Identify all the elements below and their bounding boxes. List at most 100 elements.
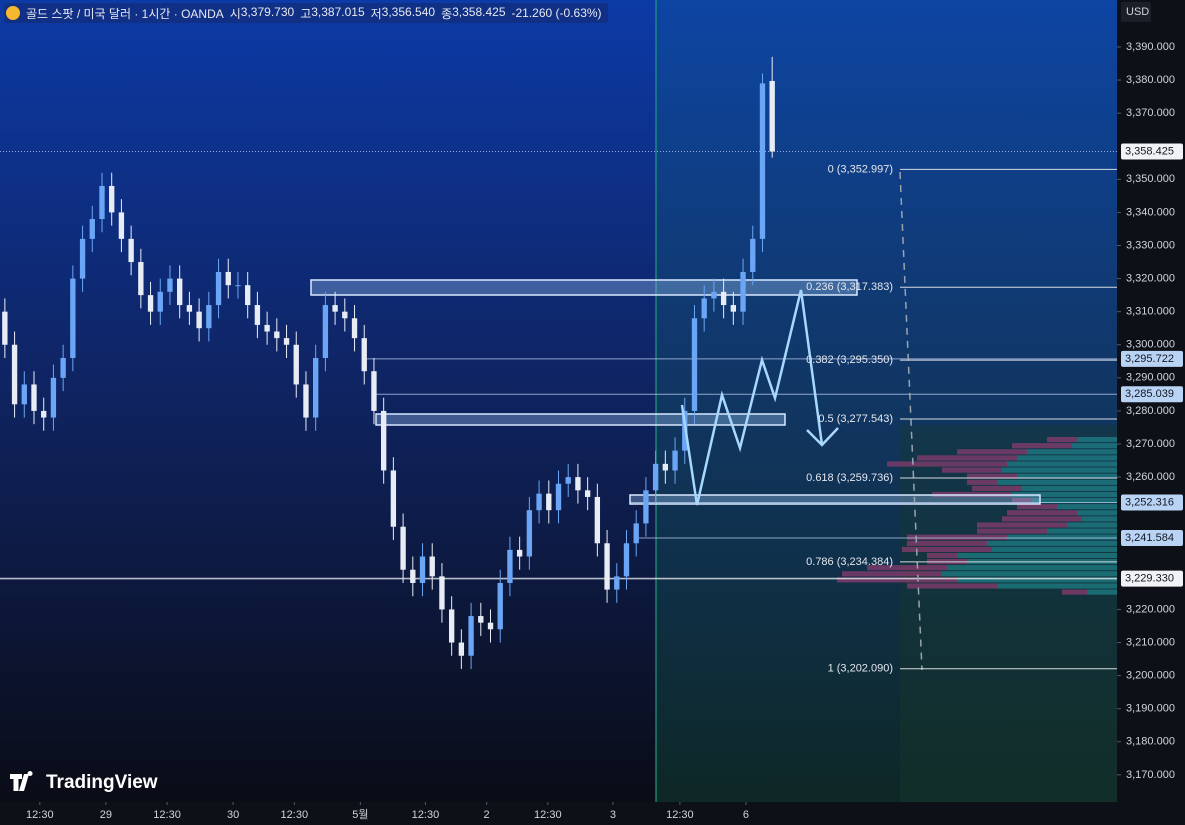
profile-bar-down	[972, 485, 1022, 491]
candle-body	[672, 450, 678, 471]
profile-bar-up	[947, 565, 1117, 571]
profile-bar-up	[957, 552, 1117, 559]
currency-box	[1121, 2, 1151, 22]
candle-body	[157, 291, 163, 312]
x-tick-label: 6	[743, 809, 749, 821]
projection-arrowhead	[806, 427, 839, 447]
fibonacci: 0 (3,352.997) 0.236 (3,317.383) 0.382 (3,2…	[806, 163, 1117, 675]
price-tag-box	[1121, 386, 1183, 403]
fib-level-label: 0.236 (3,317.383)	[806, 281, 893, 293]
profile-bar-down	[977, 528, 1047, 534]
profile-bar-up	[1017, 473, 1117, 479]
fib-level-label: 0 (3,352.997)	[828, 163, 893, 175]
currency-label: USD	[1126, 6, 1149, 18]
profile-bar-down	[967, 479, 997, 485]
candle-body	[118, 212, 125, 239]
candle-body	[720, 291, 727, 306]
x-tick-label: 2	[484, 809, 490, 821]
profile-bar-up	[1032, 498, 1117, 504]
candle-body	[274, 331, 280, 339]
candle-body	[691, 318, 698, 411]
axes: 3,390.000 3,380.000 3,370.000 3,350.000 3,34…	[26, 41, 1183, 821]
profile-bar-down	[1047, 437, 1077, 443]
profile-bar-down	[1012, 498, 1032, 504]
price-tag-box	[1121, 530, 1183, 547]
candle-body	[186, 305, 193, 312]
profile-bar-down	[927, 552, 957, 559]
y-tick-label: 3,190.000	[1126, 703, 1175, 715]
ohlc-value: 3,379.730	[240, 4, 295, 19]
time-axis-panel	[0, 802, 1117, 825]
y-tick-label: 3,340.000	[1126, 206, 1175, 218]
ohlc-close: 종 3,358.425	[441, 5, 505, 22]
price-tag-label: 3,285.039	[1125, 388, 1174, 400]
x-tick-label: 3	[610, 809, 616, 821]
candle-body	[400, 526, 406, 570]
zone-box	[375, 413, 786, 426]
candle-body	[575, 477, 581, 491]
zone-box	[629, 494, 1041, 505]
profile-bar-down	[907, 583, 997, 589]
zones	[310, 279, 1041, 505]
candle-body	[410, 569, 416, 583]
candle-body	[419, 556, 426, 583]
candle-body	[759, 83, 766, 239]
candle-body	[351, 318, 358, 339]
volume-profile	[837, 437, 1117, 595]
profile-bar-up	[992, 546, 1117, 552]
candle-body	[21, 384, 27, 405]
candle-body	[633, 523, 639, 544]
price-tag-label: 3,229.330	[1125, 572, 1174, 584]
price-tag-box	[1121, 350, 1183, 367]
candle-body	[128, 238, 134, 263]
y-tick-label: 3,200.000	[1126, 670, 1175, 682]
profile-bar-down	[867, 565, 947, 571]
candle-body	[584, 490, 591, 497]
zone-box	[310, 279, 858, 296]
x-tick-label: 12:30	[534, 809, 562, 821]
y-tick-label: 3,170.000	[1126, 769, 1175, 781]
profile-bar-up	[1007, 461, 1117, 467]
profile-bar-down	[1012, 443, 1072, 449]
profile-bar-up	[1027, 449, 1117, 455]
candle-body	[390, 470, 397, 527]
profile-bar-up	[1012, 491, 1117, 498]
candle-body	[283, 338, 290, 345]
candle-body	[235, 285, 241, 287]
fib-level-label: 0.5 (3,277.543)	[818, 413, 893, 425]
price-tag-label: 3,295.722	[1125, 353, 1174, 365]
candle-body	[487, 622, 494, 630]
candle-body	[303, 384, 309, 418]
candle-body	[516, 549, 523, 557]
candle-body	[536, 493, 542, 511]
candle-body	[594, 496, 601, 544]
price-tag-label: 3,241.584	[1125, 532, 1174, 544]
ohlc-prefix: 종	[441, 6, 453, 21]
x-tick-label: 12:30	[153, 809, 181, 821]
candle-body	[215, 271, 222, 306]
ohlc-prefix: 저	[370, 6, 382, 21]
candle-body	[526, 510, 533, 557]
x-tick-label: 5월	[352, 808, 368, 821]
profile-bar-down	[942, 467, 1002, 473]
y-tick-label: 3,390.000	[1126, 41, 1175, 53]
profile-bar-down	[902, 546, 992, 552]
price-lines	[0, 150, 1117, 580]
fib-level-label: 1 (3,202.090)	[828, 663, 893, 675]
profile-bar-up	[1057, 504, 1117, 510]
candle-body	[245, 285, 251, 306]
x-tick-label: 12:30	[412, 809, 440, 821]
candle-body	[196, 311, 202, 329]
candles	[2, 56, 775, 669]
candle-body	[2, 311, 8, 345]
candle-body	[264, 324, 270, 332]
candle-body	[458, 642, 465, 656]
symbol-name: 골드 스팟 / 미국 달러 · 1시간 · OANDA	[26, 6, 224, 21]
ohlc-prefix: 시	[229, 6, 241, 21]
ohlc-prefix: 고	[300, 6, 312, 21]
candle-body	[380, 410, 387, 471]
candle-body	[507, 549, 513, 583]
logo: TradingView	[10, 771, 158, 793]
profile-bar-down	[1007, 510, 1077, 516]
profile-bar-up	[1072, 443, 1117, 449]
